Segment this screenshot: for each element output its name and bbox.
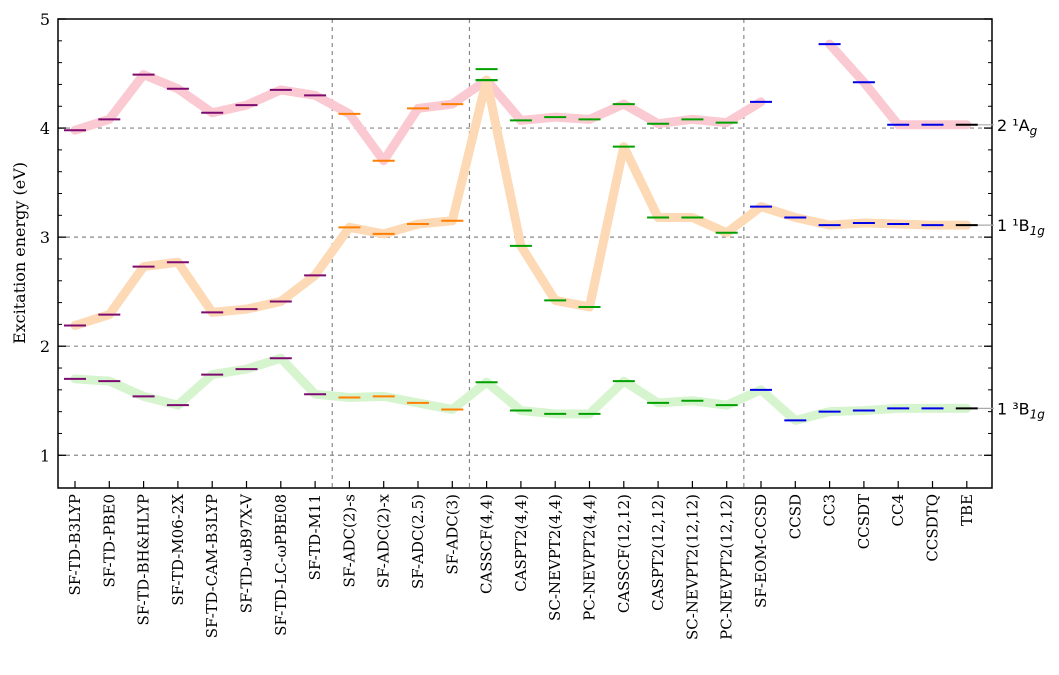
state-labels: 2 ¹Ag 1 ¹B1g 1 ³B1g <box>977 116 1045 421</box>
category-label: SF-TD-ωB97X-V <box>238 493 256 613</box>
plot-frame <box>57 18 993 489</box>
state-label: 1 ¹B1g <box>997 216 1045 238</box>
category-label: SF-EOM-CCSD <box>752 494 770 608</box>
category-label: PC-NEVPT2(4,4) <box>581 494 599 621</box>
category-label: CC3 <box>821 494 839 527</box>
category-label: CASPT2(4,4) <box>512 494 530 592</box>
category-label: SF-ADC(2.5) <box>409 494 427 589</box>
category-label: CASSCF(12,12) <box>615 494 633 613</box>
series-line-0 <box>70 70 766 166</box>
category-label: SF-TD-BH&HLYP <box>135 494 153 625</box>
y-axis-label: Excitation energy (eV) <box>10 162 29 344</box>
category-label: SF-ADC(2)-x <box>375 493 393 588</box>
category-label: SC-NEVPT2(4,4) <box>546 494 564 621</box>
series-marks <box>64 43 978 422</box>
y-tick-label: 5 <box>40 10 50 29</box>
category-label: CC4 <box>889 494 907 527</box>
category-label: TBE <box>958 494 976 526</box>
x-axis: SF-TD-B3LYP SF-TD-PBE0 SF-TD-BH&HLYP SF-TD-… <box>66 481 976 640</box>
category-label: CASSCF(4,4) <box>478 494 496 594</box>
category-label: SC-NEVPT2(12,12) <box>683 494 701 640</box>
y-tick-label: 1 <box>40 446 50 465</box>
category-label: SF-TD-B3LYP <box>66 494 84 595</box>
y-tick-label: 2 <box>40 337 50 356</box>
category-label: CCSDTQ <box>924 494 942 562</box>
series-lines <box>70 39 972 425</box>
state-label: 1 ³B1g <box>997 399 1045 421</box>
y-tick-label: 3 <box>40 228 50 247</box>
state-label: 2 ¹Ag <box>997 116 1038 138</box>
category-label: SF-TD-PBE0 <box>100 494 118 588</box>
category-label: SF-ADC(3) <box>443 494 461 575</box>
category-label: SF-TD-CAM-B3LYP <box>203 494 221 638</box>
y-tick-label: 4 <box>40 119 50 138</box>
series-line-0 <box>825 39 972 130</box>
group-dividers <box>331 19 745 488</box>
category-label: CCSD <box>786 494 804 539</box>
y-axis: 1 2 3 4 5 <box>40 10 992 465</box>
category-label: PC-NEVPT2(12,12) <box>718 494 736 640</box>
gridlines <box>58 127 992 456</box>
category-label: SF-TD-LC-ωPBE08 <box>272 494 290 636</box>
category-label: SF-ADC(2)-s <box>340 494 358 587</box>
category-label: CCSDT <box>855 494 873 549</box>
category-label: SF-TD-M06-2X <box>169 494 187 606</box>
category-label: CASPT2(12,12) <box>649 494 667 611</box>
category-label: SF-TD-M11 <box>306 494 324 580</box>
